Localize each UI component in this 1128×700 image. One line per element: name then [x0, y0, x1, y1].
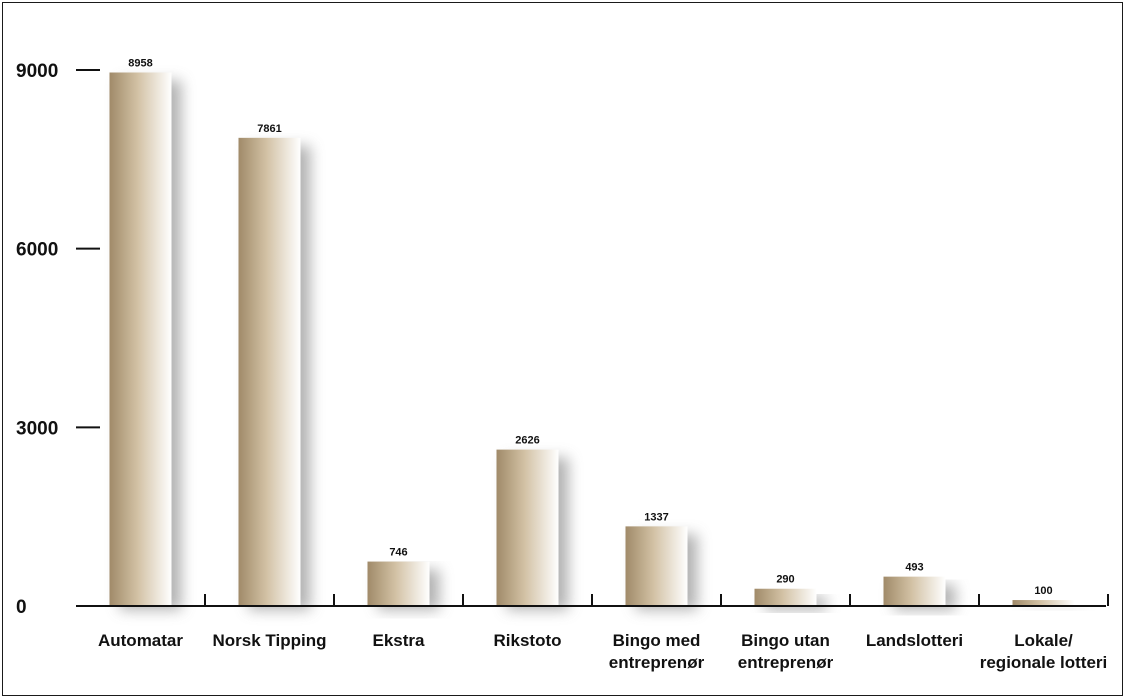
category-label: Ekstra	[373, 631, 426, 650]
value-label: 8958	[128, 58, 152, 70]
category-label: Norsk Tipping	[213, 631, 327, 650]
y-tick-label: 3000	[16, 418, 58, 439]
category-label: Bingo med entreprenør	[609, 631, 705, 672]
bar	[496, 449, 559, 606]
bar	[367, 561, 430, 606]
y-tick-label: 9000	[16, 61, 58, 82]
value-label: 746	[389, 547, 407, 559]
y-tick-label: 6000	[16, 240, 58, 261]
bar	[238, 137, 301, 606]
y-tick-label: 0	[16, 597, 27, 618]
value-label: 493	[905, 562, 923, 574]
category-label-line: Lokale/	[1014, 631, 1073, 650]
category-label-line: Norsk Tipping	[213, 631, 327, 650]
category-label-line: entreprenør	[738, 653, 834, 672]
bar	[883, 576, 946, 606]
category-label: Automatar	[98, 631, 183, 650]
labels-group: 8958 7861 746 2626 1337 290 493 100 0 3000 6000 900…	[16, 58, 1107, 672]
category-label-line: Automatar	[98, 631, 183, 650]
category-label-line: Bingo utan	[741, 631, 830, 650]
bar	[625, 526, 688, 606]
category-label-line: regionale lotteri	[980, 653, 1108, 672]
value-label: 1337	[644, 511, 668, 523]
category-label-line: Bingo med	[613, 631, 701, 650]
bar-shadow	[1022, 608, 1085, 611]
bar	[109, 72, 172, 606]
value-label: 290	[776, 574, 794, 586]
value-label: 2626	[515, 435, 539, 447]
category-label: Landslotteri	[866, 631, 963, 650]
category-label-line: Ekstra	[373, 631, 426, 650]
category-label: Lokale/regionale lotteri	[980, 631, 1108, 672]
category-label-line: Rikstoto	[494, 631, 562, 650]
value-label: 7861	[257, 123, 281, 135]
bar	[1012, 600, 1075, 606]
value-label: 100	[1034, 585, 1052, 597]
axes-group	[76, 69, 1109, 607]
category-label-line: Landslotteri	[866, 631, 963, 650]
category-label: Bingo utan entreprenør	[738, 631, 834, 672]
bar	[754, 588, 817, 606]
bars-group	[109, 72, 1075, 606]
category-label-line: entreprenør	[609, 653, 705, 672]
category-label: Rikstoto	[494, 631, 562, 650]
